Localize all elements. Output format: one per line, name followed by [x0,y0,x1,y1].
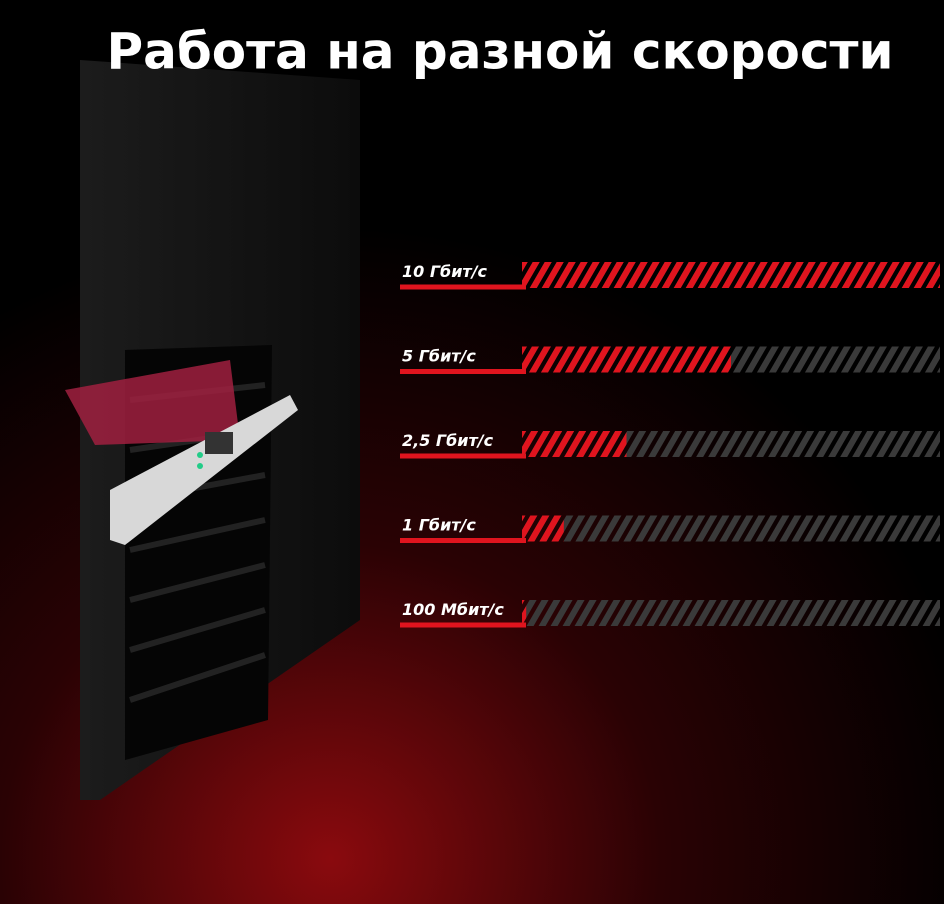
bar [522,431,627,457]
bar-track [522,515,940,542]
bar [522,346,731,373]
title: Работа на разной скорости [106,23,893,81]
speed-label: 5 Гбит/с [402,347,476,366]
speed-label: 1 Гбит/с [402,516,476,535]
bar [522,262,940,288]
speed-label: 10 Гбит/с [402,262,488,281]
speed-label: 2,5 Гбит/с [402,431,494,450]
bar [522,515,564,542]
bar [522,600,527,626]
speed-label: 100 Мбит/с [402,600,504,619]
bar-track [522,600,940,626]
pc-case [65,60,360,800]
